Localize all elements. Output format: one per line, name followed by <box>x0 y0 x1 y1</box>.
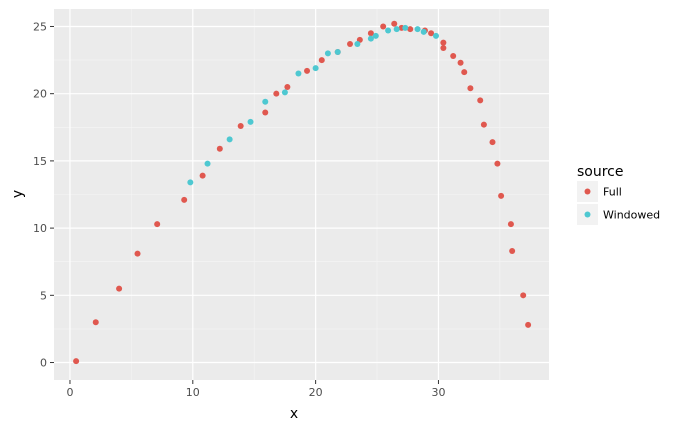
legend: source Full Windowed <box>577 164 660 225</box>
point-full <box>154 221 161 228</box>
point-full <box>467 85 474 92</box>
point-full <box>318 57 325 64</box>
legend-label-full: Full <box>603 186 622 199</box>
point-full <box>507 221 514 228</box>
legend-marker-windowed <box>584 211 591 218</box>
legend-entries: Full Windowed <box>577 181 660 225</box>
point-full <box>216 145 223 152</box>
point-full <box>391 20 398 27</box>
point-full <box>428 30 435 37</box>
point-windowed <box>385 27 392 34</box>
y-axis-title: y <box>10 190 26 198</box>
point-full <box>284 83 291 90</box>
legend-marker-full <box>584 188 591 195</box>
point-full <box>181 196 188 203</box>
point-full <box>520 292 527 299</box>
point-windowed <box>432 32 439 39</box>
minor-gridlines <box>54 9 549 380</box>
point-windowed <box>247 118 254 125</box>
y-tick-label: 5 <box>40 289 47 302</box>
point-full <box>477 97 484 104</box>
point-full <box>457 59 464 66</box>
x-tick-label: 0 <box>66 386 73 399</box>
x-tick-label: 10 <box>186 386 200 399</box>
point-full <box>380 23 387 30</box>
x-axis-ticks: 0 10 20 30 <box>66 380 445 399</box>
point-windowed <box>281 89 288 96</box>
point-windowed <box>393 26 400 33</box>
point-windowed <box>367 35 374 42</box>
point-windowed <box>262 98 269 105</box>
point-full <box>407 26 414 33</box>
x-tick-label: 30 <box>431 386 445 399</box>
point-full <box>480 121 487 128</box>
point-full <box>461 69 468 76</box>
x-tick-label: 20 <box>309 386 323 399</box>
point-full <box>347 40 354 47</box>
point-full <box>494 160 501 167</box>
point-windowed <box>420 28 427 35</box>
point-full <box>262 109 269 116</box>
point-windowed <box>402 24 409 31</box>
y-tick-label: 20 <box>33 88 47 101</box>
point-full <box>440 44 447 51</box>
legend-title: source <box>577 164 624 180</box>
y-tick-label: 0 <box>40 357 47 370</box>
point-windowed <box>354 40 361 47</box>
point-full <box>498 192 505 199</box>
point-full <box>134 250 141 257</box>
point-full <box>367 30 374 37</box>
point-full <box>509 247 516 254</box>
point-full <box>92 319 99 326</box>
major-gridlines <box>54 9 549 380</box>
point-windowed <box>226 136 233 143</box>
point-windowed <box>414 26 421 33</box>
point-full <box>525 321 532 328</box>
point-full <box>450 53 457 60</box>
point-full <box>304 67 311 74</box>
point-windowed <box>295 70 302 77</box>
point-full <box>73 358 80 365</box>
point-full <box>116 285 123 292</box>
y-tick-label: 15 <box>33 155 47 168</box>
point-full <box>273 90 280 97</box>
point-windowed <box>187 179 194 186</box>
point-windowed <box>334 49 341 56</box>
point-windowed <box>324 50 331 57</box>
point-full <box>237 122 244 129</box>
point-windowed <box>372 32 379 39</box>
point-full <box>440 39 447 46</box>
point-windowed <box>204 160 211 167</box>
y-tick-label: 10 <box>33 222 47 235</box>
y-tick-label: 25 <box>33 20 47 33</box>
legend-label-windowed: Windowed <box>603 209 660 222</box>
data-points <box>73 20 532 365</box>
point-full <box>489 139 496 146</box>
point-windowed <box>312 65 319 72</box>
y-axis-ticks: 0 5 10 15 20 25 <box>33 20 54 370</box>
point-full <box>199 172 206 179</box>
x-axis-title: x <box>290 406 298 422</box>
